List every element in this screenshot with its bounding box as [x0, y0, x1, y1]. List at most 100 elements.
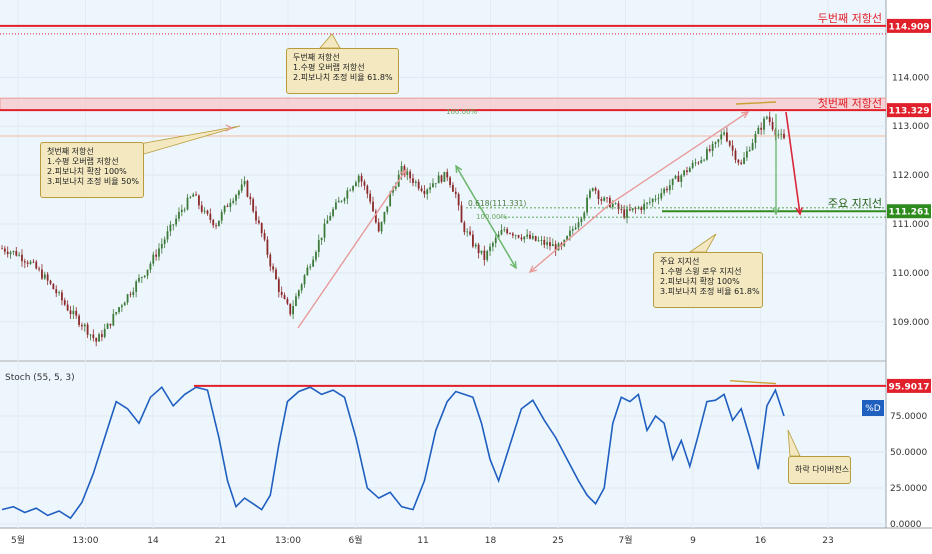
- note-first-resistance: 첫번째 저항선 1.수평 오버랩 저항선 2.피보나치 확장 100% 3.피보…: [40, 142, 144, 198]
- candle-body: [169, 224, 172, 232]
- stoch-tick-label: 25.0000: [890, 484, 927, 494]
- candle-body: [61, 292, 63, 301]
- candle-body: [160, 243, 163, 249]
- fib-arrow-1b: [455, 165, 517, 269]
- candle-body: [266, 239, 269, 255]
- time-tick-label: 23: [822, 536, 833, 546]
- candle-body: [406, 171, 409, 176]
- candle-body: [546, 242, 549, 245]
- candle-body: [163, 239, 166, 244]
- candle-body: [152, 254, 155, 264]
- candle-body: [237, 190, 240, 196]
- candle-body: [469, 231, 471, 235]
- candle-body: [743, 157, 745, 164]
- candle-body: [3, 248, 6, 252]
- candle-body: [648, 201, 651, 203]
- candle-body: [215, 225, 217, 227]
- candle-body: [509, 233, 511, 235]
- candle-body: [360, 175, 363, 182]
- candle-body: [440, 175, 443, 182]
- candle-body: [426, 189, 429, 195]
- candle-body: [240, 184, 243, 191]
- candle-body: [81, 324, 83, 327]
- candle-body: [574, 227, 577, 230]
- candle-body: [480, 250, 483, 254]
- candle-body: [569, 230, 571, 237]
- candle-body: [760, 127, 763, 130]
- candle-body: [203, 210, 206, 212]
- candle-body: [100, 334, 103, 338]
- candle-body: [654, 198, 657, 200]
- candle-body: [412, 178, 414, 183]
- candle-body: [357, 175, 360, 183]
- candle-body: [703, 159, 705, 161]
- candle-body: [26, 262, 29, 264]
- candle-body: [728, 141, 731, 146]
- stoch-series-marker: [862, 400, 884, 416]
- second-resistance-label: 두번째 저항선: [818, 12, 882, 25]
- support-label: 주요 지지선: [828, 197, 882, 210]
- first-resistance-badge-text: 113.329: [889, 107, 930, 117]
- candle-body: [392, 188, 394, 193]
- candle-body: [132, 291, 135, 295]
- candle-body: [46, 274, 49, 281]
- candle-body: [757, 127, 760, 134]
- candle-body: [255, 211, 257, 221]
- candle-body: [452, 184, 454, 192]
- candle-body: [514, 235, 517, 236]
- candle-body: [21, 254, 23, 262]
- candle-body: [363, 181, 366, 186]
- candle-body: [583, 212, 586, 219]
- time-tick-label: 9: [690, 536, 696, 546]
- candle-body: [218, 220, 220, 227]
- time-tick-label: 11: [417, 536, 428, 546]
- candle-body: [89, 334, 92, 336]
- candle-body: [634, 208, 637, 210]
- candle-body: [183, 209, 186, 211]
- candle-body: [223, 205, 226, 213]
- candle-body: [429, 187, 432, 190]
- candle-body: [377, 222, 380, 232]
- candle-body: [226, 205, 229, 207]
- candle-body: [754, 133, 757, 144]
- candle-body: [745, 151, 748, 158]
- candle-body: [409, 171, 412, 179]
- candle-body: [349, 190, 352, 192]
- projection-arrow: [785, 111, 801, 215]
- candle-body: [1, 248, 3, 250]
- candle-body: [657, 198, 660, 199]
- candle-body: [717, 139, 720, 143]
- candle-body: [489, 246, 491, 252]
- candle-body: [708, 149, 711, 151]
- candle-body: [674, 175, 677, 179]
- candle-body: [92, 334, 95, 339]
- candle-body: [651, 198, 654, 202]
- fib-arrow-1b-head: [509, 260, 517, 270]
- stoch-series-marker-text: %D: [865, 404, 881, 414]
- candle-body: [554, 244, 557, 251]
- candle-body: [66, 304, 69, 311]
- candle-body: [586, 197, 588, 213]
- time-tick-label: 13:00: [275, 536, 301, 546]
- candle-body: [723, 132, 725, 135]
- candle-body: [680, 175, 683, 182]
- candle-body: [115, 312, 118, 314]
- candle-body: [35, 261, 38, 269]
- candle-body: [212, 219, 215, 226]
- candle-body: [432, 183, 434, 188]
- candle-body: [449, 177, 451, 185]
- swing-arrow-2-head: [528, 265, 537, 274]
- candle-body: [380, 221, 383, 232]
- candle-body: [523, 236, 526, 240]
- candle-body: [668, 185, 671, 191]
- candle-body: [628, 209, 631, 211]
- candle-body: [688, 167, 691, 173]
- time-tick-label: 16: [755, 536, 767, 546]
- candle-body: [494, 237, 497, 244]
- candle-body: [740, 162, 743, 164]
- candle-body: [275, 269, 277, 280]
- candle-body: [98, 334, 100, 342]
- candle-body: [220, 212, 223, 221]
